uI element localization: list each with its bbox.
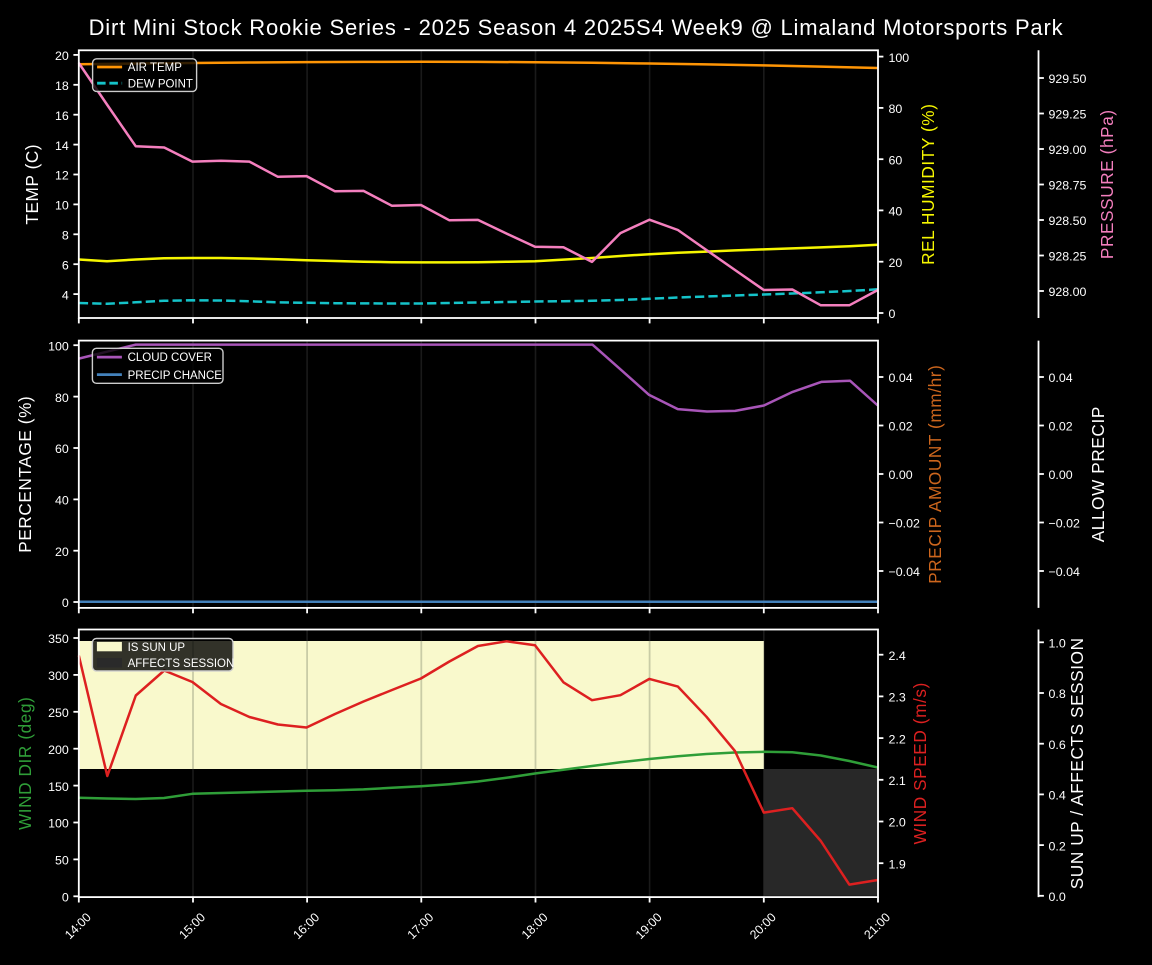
svg-text:929.50: 929.50 <box>1049 72 1087 86</box>
svg-text:PRESSURE (hPa): PRESSURE (hPa) <box>1097 109 1117 259</box>
svg-text:−0.02: −0.02 <box>889 517 920 531</box>
svg-text:WIND DIR (deg): WIND DIR (deg) <box>15 697 35 831</box>
svg-text:REL HUMIDITY (%): REL HUMIDITY (%) <box>918 103 938 264</box>
svg-text:8: 8 <box>62 229 69 243</box>
svg-text:0.0: 0.0 <box>1049 890 1066 904</box>
svg-text:928.75: 928.75 <box>1049 179 1087 193</box>
svg-text:80: 80 <box>889 102 903 116</box>
svg-text:929.00: 929.00 <box>1049 143 1087 157</box>
svg-text:Dirt Mini Stock Rookie Series: Dirt Mini Stock Rookie Series - 2025 Sea… <box>89 15 1064 40</box>
svg-text:100: 100 <box>48 817 69 831</box>
svg-text:100: 100 <box>48 339 69 353</box>
svg-text:60: 60 <box>889 153 903 167</box>
svg-text:18: 18 <box>55 79 69 93</box>
svg-text:40: 40 <box>889 205 903 219</box>
svg-text:10: 10 <box>55 199 69 213</box>
svg-text:−0.04: −0.04 <box>889 565 920 579</box>
svg-text:60: 60 <box>55 442 69 456</box>
svg-text:6: 6 <box>62 258 69 272</box>
svg-text:1.9: 1.9 <box>889 857 906 871</box>
svg-text:AFFECTS SESSION: AFFECTS SESSION <box>128 658 235 670</box>
svg-text:1.0: 1.0 <box>1049 637 1066 651</box>
svg-text:12: 12 <box>55 169 69 183</box>
svg-text:SUN UP / AFFECTS SESSION: SUN UP / AFFECTS SESSION <box>1067 637 1087 889</box>
svg-text:0: 0 <box>889 307 896 321</box>
svg-text:0.4: 0.4 <box>1049 789 1066 803</box>
svg-text:IS SUN UP: IS SUN UP <box>128 642 186 654</box>
svg-text:40: 40 <box>55 494 69 508</box>
svg-text:PRECIP CHANCE: PRECIP CHANCE <box>128 370 223 382</box>
svg-text:100: 100 <box>889 51 910 65</box>
svg-text:0.02: 0.02 <box>1049 420 1073 434</box>
svg-text:929.25: 929.25 <box>1049 108 1087 122</box>
svg-text:2.3: 2.3 <box>889 691 906 705</box>
svg-text:−0.02: −0.02 <box>1049 517 1080 531</box>
svg-text:PRECIP AMOUNT (mm/hr): PRECIP AMOUNT (mm/hr) <box>925 365 945 584</box>
svg-text:16: 16 <box>55 109 69 123</box>
svg-text:0.2: 0.2 <box>1049 839 1066 853</box>
svg-text:0.6: 0.6 <box>1049 738 1066 752</box>
svg-text:0.04: 0.04 <box>1049 371 1073 385</box>
svg-text:0.8: 0.8 <box>1049 687 1066 701</box>
svg-text:2.0: 2.0 <box>889 816 906 830</box>
svg-text:TEMP (C): TEMP (C) <box>22 144 42 225</box>
svg-text:CLOUD COVER: CLOUD COVER <box>128 352 212 364</box>
svg-text:150: 150 <box>48 780 69 794</box>
svg-text:80: 80 <box>55 391 69 405</box>
svg-text:PERCENTAGE (%): PERCENTAGE (%) <box>15 396 35 553</box>
svg-text:0: 0 <box>62 891 69 905</box>
svg-text:AIR TEMP: AIR TEMP <box>128 62 182 74</box>
svg-text:2.2: 2.2 <box>889 732 906 746</box>
svg-text:928.00: 928.00 <box>1049 285 1087 299</box>
svg-text:928.50: 928.50 <box>1049 214 1087 228</box>
svg-text:4: 4 <box>62 288 69 302</box>
svg-text:ALLOW PRECIP: ALLOW PRECIP <box>1088 406 1108 542</box>
svg-text:300: 300 <box>48 669 69 683</box>
svg-text:50: 50 <box>55 854 69 868</box>
svg-text:14: 14 <box>55 139 69 153</box>
svg-text:200: 200 <box>48 743 69 757</box>
svg-text:350: 350 <box>48 632 69 646</box>
svg-text:0.04: 0.04 <box>889 371 913 385</box>
svg-text:20: 20 <box>55 545 69 559</box>
svg-text:20: 20 <box>55 49 69 63</box>
svg-text:20: 20 <box>889 256 903 270</box>
svg-text:0.00: 0.00 <box>1049 468 1073 482</box>
svg-text:250: 250 <box>48 706 69 720</box>
svg-text:2.1: 2.1 <box>889 774 906 788</box>
svg-text:0.02: 0.02 <box>889 420 913 434</box>
svg-text:DEW POINT: DEW POINT <box>128 79 193 91</box>
svg-text:WIND SPEED (m/s): WIND SPEED (m/s) <box>910 682 930 844</box>
svg-text:2.4: 2.4 <box>889 649 906 663</box>
svg-text:−0.04: −0.04 <box>1049 565 1080 579</box>
svg-text:928.25: 928.25 <box>1049 250 1087 264</box>
svg-text:0.00: 0.00 <box>889 468 913 482</box>
svg-text:0: 0 <box>62 596 69 610</box>
